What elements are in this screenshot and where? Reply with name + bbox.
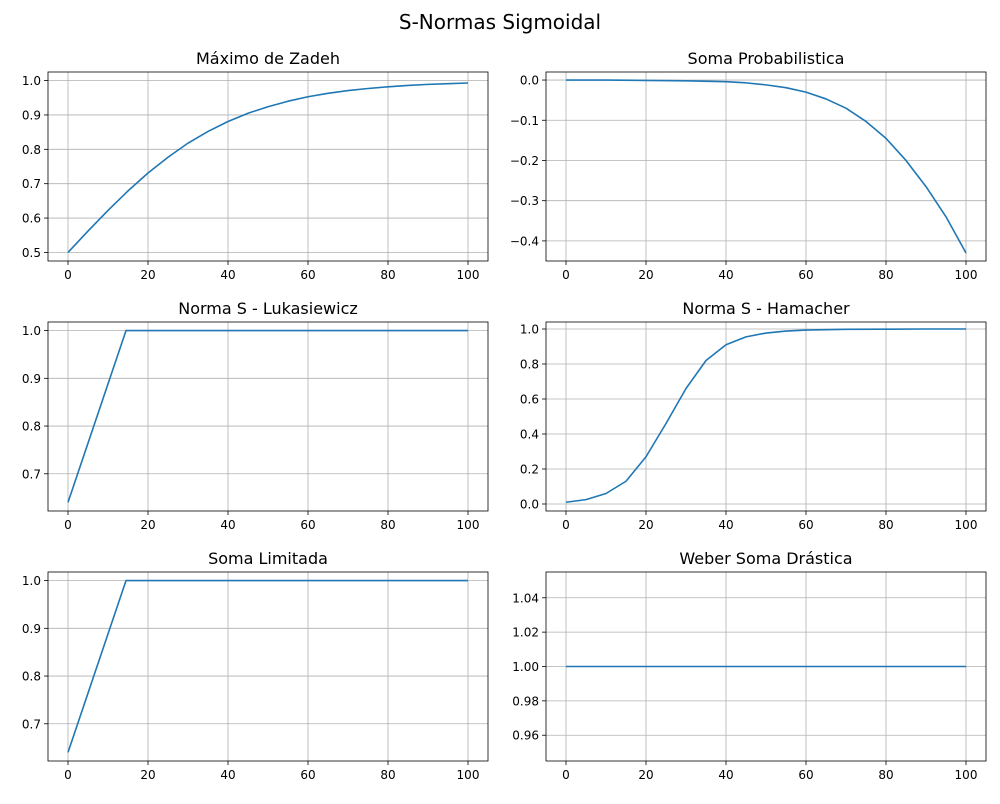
y-tick-label: 0.0 [520, 498, 539, 512]
x-tick-label: 60 [798, 268, 813, 282]
y-tick-label: −0.1 [510, 114, 539, 128]
x-tick-label: 60 [300, 768, 315, 782]
y-tick-label: 1.02 [512, 626, 539, 640]
series-line-soma-limitada [67, 579, 468, 753]
x-tick-label: 100 [955, 768, 978, 782]
y-tick-label: 0.0 [520, 74, 539, 88]
y-tick-label: −0.3 [510, 194, 539, 208]
subplot-soma-limitada: Soma Limitada 0 20 40 60 80 100 0.7 0.8 0.9 1.0 [22, 549, 489, 782]
series-line-maximo-de-zadeh [67, 82, 469, 253]
x-tick-label: 100 [457, 268, 480, 282]
y-tick-label: 1.0 [22, 574, 41, 588]
x-tick-label: 100 [457, 768, 480, 782]
y-tick-label: 1.0 [520, 323, 539, 337]
x-tick-label: 20 [638, 518, 653, 532]
axes-frame [545, 571, 987, 762]
axes-frame [47, 321, 489, 512]
subplot-title: Norma S - Hamacher [682, 299, 850, 318]
x-tick-label: 80 [380, 518, 395, 532]
x-tick-label: 80 [878, 518, 893, 532]
x-tick-label: 0 [64, 768, 72, 782]
x-tick-label: 80 [878, 768, 893, 782]
x-tick-label: 20 [638, 268, 653, 282]
subplot-title: Norma S - Lukasiewicz [178, 299, 358, 318]
x-tick-label: 80 [878, 268, 893, 282]
x-tick-label: 60 [798, 518, 813, 532]
subplot-title: Soma Probabilistica [688, 49, 845, 68]
y-tick-label: 0.7 [22, 717, 41, 731]
x-tick-label: 40 [220, 268, 235, 282]
series-line-hamacher [565, 328, 966, 504]
figure-title: S-Normas Sigmoidal [398, 10, 602, 34]
x-tick-label: 20 [140, 768, 155, 782]
x-tick-label: 0 [562, 768, 570, 782]
axes-frame [545, 321, 987, 512]
y-tick-label: 0.8 [22, 143, 41, 157]
y-tick-label: 1.0 [22, 324, 41, 338]
subplot-title: Máximo de Zadeh [196, 49, 340, 68]
x-tick-label: 20 [140, 518, 155, 532]
x-tick-label: 80 [380, 268, 395, 282]
x-tick-label: 20 [140, 268, 155, 282]
y-tick-label: 0.8 [520, 358, 539, 372]
x-tick-label: 0 [562, 268, 570, 282]
series-line-lukasiewicz [67, 329, 468, 503]
x-tick-label: 80 [380, 768, 395, 782]
axes-frame [47, 71, 489, 262]
y-tick-label: 0.9 [22, 108, 41, 122]
x-tick-label: 0 [562, 518, 570, 532]
y-tick-label: 1.0 [22, 74, 41, 88]
x-tick-label: 0 [64, 518, 72, 532]
y-tick-label: 0.6 [520, 393, 539, 407]
y-tick-label: 1.04 [512, 591, 539, 605]
series-line-soma-probabilistica [566, 79, 967, 254]
y-tick-label: 0.9 [22, 372, 41, 386]
y-tick-label: 0.8 [22, 420, 41, 434]
y-tick-label: −0.2 [510, 154, 539, 168]
subplot-maximo-de-zadeh: Máximo de Zadeh 0 20 40 60 80 100 0.5 0.6 0.7 0.8 0… [22, 49, 489, 282]
y-tick-label: 0.9 [22, 622, 41, 636]
y-tick-label: 0.6 [22, 212, 41, 226]
axes-frame [47, 571, 489, 762]
subplot-title: Soma Limitada [208, 549, 328, 568]
subplot-title: Weber Soma Drástica [679, 549, 852, 568]
y-tick-label: 0.96 [512, 729, 539, 743]
y-tick-label: 0.7 [22, 177, 41, 191]
y-tick-label: 0.2 [520, 463, 539, 477]
y-tick-label: −0.4 [510, 234, 539, 248]
x-tick-label: 60 [300, 268, 315, 282]
x-tick-label: 40 [718, 518, 733, 532]
x-tick-label: 100 [457, 518, 480, 532]
y-tick-label: 0.4 [520, 428, 539, 442]
x-tick-label: 40 [220, 768, 235, 782]
subplot-soma-probabilistica: Soma Probabilistica 0 20 40 60 80 100 0.0 −0.1 −0… [510, 49, 987, 282]
y-tick-label: 1.00 [512, 660, 539, 674]
y-tick-label: 0.7 [22, 467, 41, 481]
y-tick-label: 0.98 [512, 694, 539, 708]
axes-frame [545, 71, 987, 262]
subplot-lukasiewicz: Norma S - Lukasiewicz 0 20 40 60 80 100 0.7 0.8 0… [22, 299, 489, 532]
x-tick-label: 60 [798, 768, 813, 782]
x-tick-label: 100 [955, 518, 978, 532]
x-tick-label: 60 [300, 518, 315, 532]
x-tick-label: 40 [718, 768, 733, 782]
subplot-weber-soma-drastica: Weber Soma Drástica 0 20 40 60 80 100 0.96 0.98 1… [512, 549, 987, 782]
x-tick-label: 20 [638, 768, 653, 782]
x-tick-label: 40 [220, 518, 235, 532]
x-tick-label: 0 [64, 268, 72, 282]
y-tick-label: 0.8 [22, 670, 41, 684]
x-tick-label: 100 [955, 268, 978, 282]
x-tick-label: 40 [718, 268, 733, 282]
subplot-hamacher: Norma S - Hamacher 0 20 40 60 80 100 0.0 0.2 0.4 0… [520, 299, 987, 532]
y-tick-label: 0.5 [22, 246, 41, 260]
